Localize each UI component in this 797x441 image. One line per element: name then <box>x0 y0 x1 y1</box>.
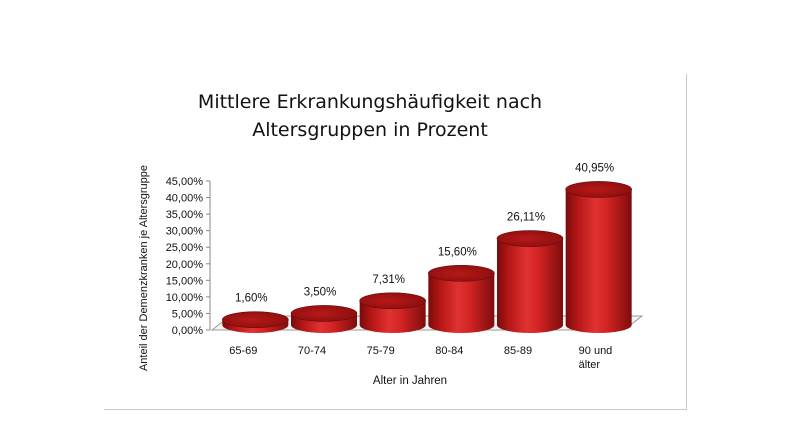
y-tick-label: 15,00% <box>166 275 204 287</box>
x-tick-label: 70-74 <box>298 345 326 357</box>
x-tick-label: 90 und <box>579 345 613 357</box>
bar <box>359 292 426 333</box>
bar-top <box>428 265 495 282</box>
bar <box>496 230 564 333</box>
data-label: 3,50% <box>304 286 337 298</box>
data-label: 15,60% <box>438 246 477 258</box>
y-tick-label: 10,00% <box>166 292 204 304</box>
x-axis-label: Alter in Jahren <box>372 375 448 387</box>
data-label: 7,31% <box>372 274 405 286</box>
bar-body <box>428 273 495 333</box>
y-tick-label: 5,00% <box>172 308 203 320</box>
bar <box>222 311 289 333</box>
bar <box>428 265 495 333</box>
bar <box>565 181 632 333</box>
y-tick-label: 30,00% <box>166 226 204 238</box>
x-tick-label: älter <box>579 359 601 371</box>
data-label: 26,11% <box>507 212 545 224</box>
x-tick-label: 85-89 <box>504 345 532 357</box>
bar-top <box>496 230 564 247</box>
y-tick-label: 40,00% <box>166 193 204 205</box>
y-tick-label: 20,00% <box>166 259 204 271</box>
chart-title-line-1: Mittlere Erkrankungshäufigkeit nach <box>197 91 543 113</box>
x-tick-label: 75-79 <box>367 345 395 357</box>
chart-frame <box>104 74 687 410</box>
x-tick-label: 65-69 <box>229 345 257 357</box>
y-tick-label: 35,00% <box>166 209 204 221</box>
bar-body <box>497 238 563 333</box>
x-tick-label: 80-84 <box>435 345 463 357</box>
chart-title: Mittlere Erkrankungshäufigkeit nach Alte… <box>150 88 590 144</box>
y-tick-label: 45,00% <box>166 176 204 188</box>
bar-body <box>359 300 426 333</box>
bar-top <box>222 311 289 329</box>
chart-title-line-2: Altersgruppen in Prozent <box>252 119 488 141</box>
data-label: 1,60% <box>235 293 268 305</box>
data-label: 40,95% <box>575 162 614 174</box>
y-tick-label: 25,00% <box>166 242 204 254</box>
bar-top <box>290 305 358 322</box>
bar <box>290 305 358 333</box>
bar-top <box>565 181 632 198</box>
bar-body <box>565 189 632 333</box>
y-tick-label: 0,00% <box>172 325 203 337</box>
bar-top <box>359 292 426 310</box>
